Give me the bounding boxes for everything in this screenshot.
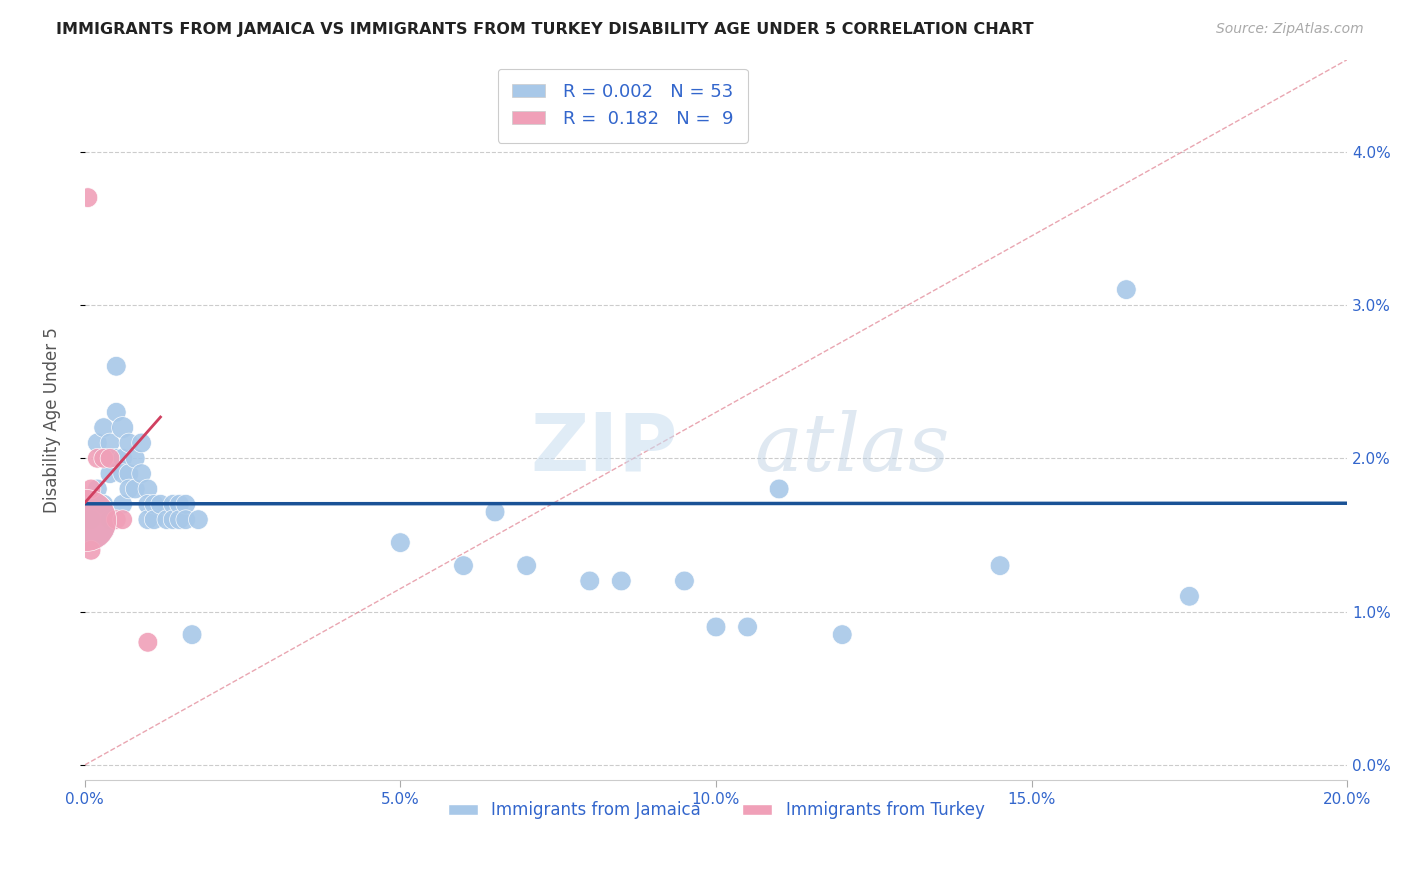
Point bbox=[105, 405, 128, 419]
Point bbox=[136, 482, 159, 496]
Point bbox=[111, 420, 134, 434]
Text: Source: ZipAtlas.com: Source: ZipAtlas.com bbox=[1216, 22, 1364, 37]
Point bbox=[453, 558, 475, 573]
Point bbox=[704, 620, 727, 634]
Point bbox=[768, 482, 790, 496]
Point bbox=[149, 497, 172, 511]
Legend: Immigrants from Jamaica, Immigrants from Turkey: Immigrants from Jamaica, Immigrants from… bbox=[441, 795, 991, 826]
Point bbox=[131, 467, 153, 481]
Point bbox=[98, 436, 121, 450]
Point bbox=[73, 513, 96, 527]
Point bbox=[174, 497, 197, 511]
Point bbox=[1115, 283, 1137, 297]
Point bbox=[169, 497, 191, 511]
Point bbox=[111, 467, 134, 481]
Text: atlas: atlas bbox=[754, 410, 949, 488]
Point bbox=[124, 451, 146, 466]
Point bbox=[105, 359, 128, 374]
Point bbox=[174, 513, 197, 527]
Point bbox=[73, 513, 96, 527]
Point bbox=[93, 420, 115, 434]
Point bbox=[105, 451, 128, 466]
Point bbox=[86, 436, 108, 450]
Point bbox=[111, 513, 134, 527]
Point bbox=[118, 436, 141, 450]
Point bbox=[136, 513, 159, 527]
Point bbox=[516, 558, 538, 573]
Point bbox=[98, 513, 121, 527]
Point bbox=[673, 574, 696, 588]
Point bbox=[162, 497, 184, 511]
Point bbox=[124, 482, 146, 496]
Point bbox=[98, 467, 121, 481]
Point bbox=[831, 627, 853, 641]
Point bbox=[80, 497, 103, 511]
Point bbox=[80, 482, 103, 496]
Text: ZIP: ZIP bbox=[531, 409, 678, 488]
Point bbox=[187, 513, 209, 527]
Point bbox=[105, 513, 128, 527]
Point bbox=[389, 535, 412, 549]
Point bbox=[143, 497, 166, 511]
Point bbox=[131, 436, 153, 450]
Point bbox=[93, 451, 115, 466]
Point bbox=[86, 451, 108, 466]
Point bbox=[111, 451, 134, 466]
Point bbox=[136, 635, 159, 649]
Point bbox=[484, 505, 506, 519]
Point bbox=[181, 627, 204, 641]
Point bbox=[143, 513, 166, 527]
Point bbox=[578, 574, 600, 588]
Point bbox=[80, 543, 103, 558]
Y-axis label: Disability Age Under 5: Disability Age Under 5 bbox=[44, 327, 60, 513]
Point bbox=[136, 497, 159, 511]
Point bbox=[80, 513, 103, 527]
Point bbox=[737, 620, 759, 634]
Point bbox=[1178, 589, 1201, 603]
Point bbox=[86, 482, 108, 496]
Point bbox=[111, 497, 134, 511]
Point bbox=[77, 191, 100, 205]
Point bbox=[162, 513, 184, 527]
Point bbox=[118, 467, 141, 481]
Text: IMMIGRANTS FROM JAMAICA VS IMMIGRANTS FROM TURKEY DISABILITY AGE UNDER 5 CORRELA: IMMIGRANTS FROM JAMAICA VS IMMIGRANTS FR… bbox=[56, 22, 1033, 37]
Point bbox=[93, 497, 115, 511]
Point bbox=[156, 513, 179, 527]
Point bbox=[118, 482, 141, 496]
Point bbox=[93, 451, 115, 466]
Point bbox=[988, 558, 1011, 573]
Point bbox=[610, 574, 633, 588]
Point bbox=[169, 513, 191, 527]
Point bbox=[98, 451, 121, 466]
